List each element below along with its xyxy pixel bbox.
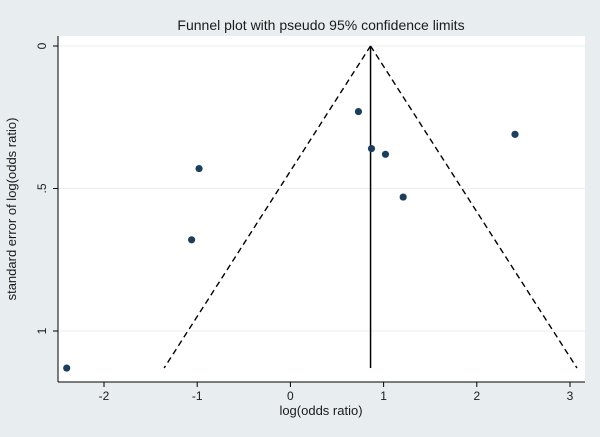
grid-layer (58, 45, 585, 332)
y-tick-label-2: 1 (35, 327, 49, 334)
x-axis-title: log(odds ratio) (279, 403, 362, 418)
ci-limit-right (369, 45, 578, 369)
y-tick-label-1: .5 (35, 183, 49, 193)
x-tick-label-5: 3 (567, 389, 574, 403)
x-tick-label-4: 2 (473, 389, 480, 403)
data-point-3 (399, 193, 407, 201)
data-point-4 (511, 130, 519, 138)
data-point-6 (188, 236, 196, 244)
y-axis-title: standard error of log(odds ratio) (4, 118, 19, 301)
data-point-1 (367, 145, 376, 153)
data-point-5 (195, 164, 203, 173)
data-point-2 (381, 150, 390, 158)
axes: -2 -1 0 1 2 3 0 .5 1 (35, 36, 585, 403)
y-tick-label-0: 0 (35, 42, 49, 49)
confidence-limits (163, 45, 578, 369)
plot-area (58, 36, 585, 382)
x-tick-label-0: -2 (99, 389, 110, 403)
ci-limit-left (163, 45, 372, 369)
data-point-7 (63, 364, 71, 372)
chart-title: Funnel plot with pseudo 95% confidence l… (177, 17, 464, 33)
x-tick-label-2: 0 (287, 389, 294, 403)
x-tick-label-1: -1 (192, 389, 203, 403)
data-points (63, 107, 519, 372)
data-point-0 (354, 107, 363, 116)
x-tick-label-3: 1 (380, 389, 387, 403)
